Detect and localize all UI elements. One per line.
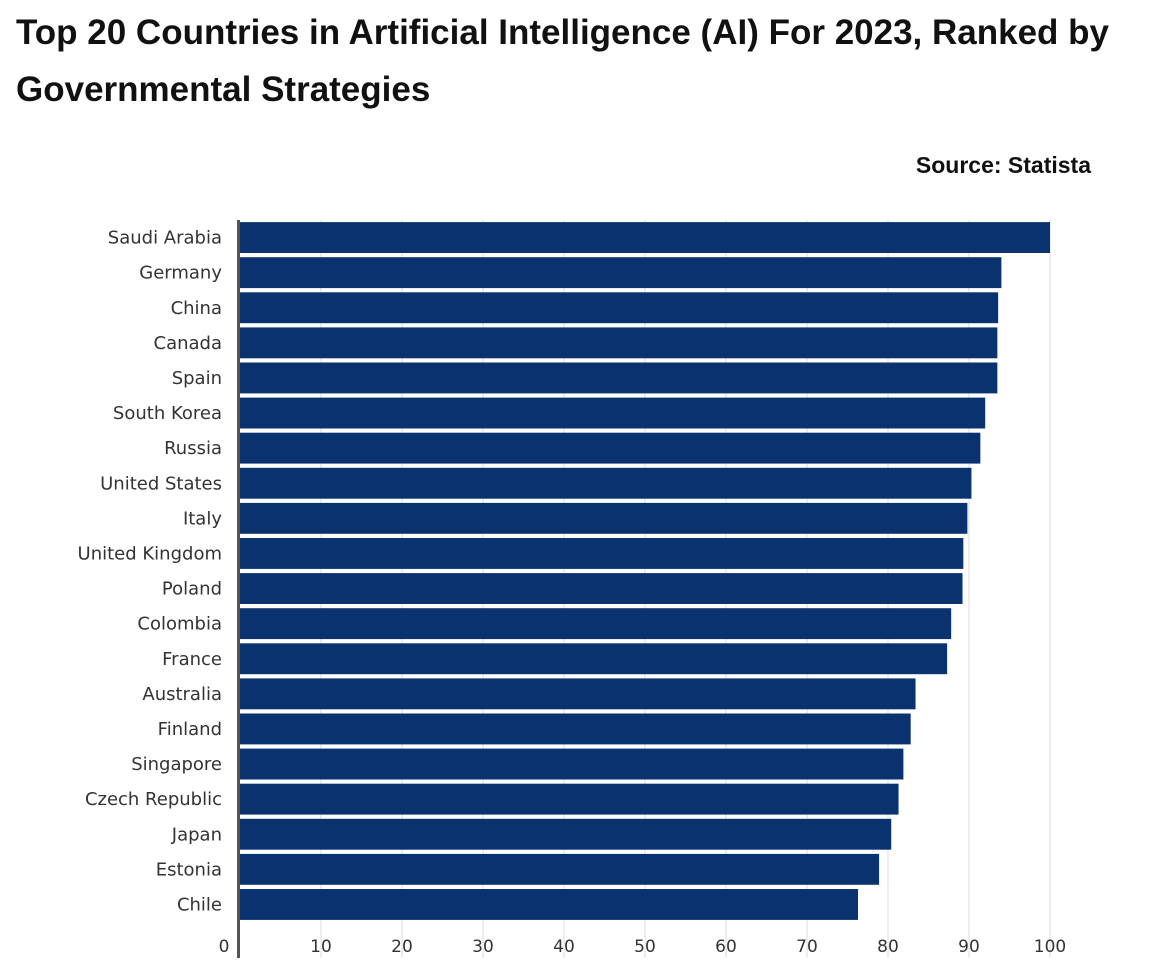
source-label: Source: Statista xyxy=(915,152,1091,178)
bar xyxy=(240,292,999,324)
x-tick-label: 70 xyxy=(796,937,818,957)
bar xyxy=(240,889,859,920)
bar xyxy=(240,502,968,534)
bar xyxy=(240,362,998,394)
bar xyxy=(240,853,880,885)
category-label: United Kingdom xyxy=(78,543,222,564)
bar xyxy=(240,327,998,359)
bar xyxy=(240,573,963,604)
x-tick-label: 30 xyxy=(472,937,494,957)
category-label: Estonia xyxy=(156,859,222,880)
chart-title: Top 20 Countries in Artificial Intellige… xyxy=(16,13,1109,109)
category-label: Saudi Arabia xyxy=(108,228,222,249)
bar xyxy=(240,783,899,815)
category-label: Russia xyxy=(164,438,222,459)
category-label: United States xyxy=(100,473,222,494)
category-label: Italy xyxy=(183,508,222,529)
x-tick-label: 20 xyxy=(391,937,413,957)
x-tick-label: 50 xyxy=(634,937,656,957)
category-label: Poland xyxy=(162,579,222,600)
bar xyxy=(240,432,981,464)
category-label: Germany xyxy=(139,263,222,284)
bar xyxy=(240,748,904,780)
bar xyxy=(240,538,964,569)
x-tick-labels: 0 10 20 30 40 50 60 70 80 90 100 xyxy=(219,937,1067,957)
category-labels: Saudi Arabia Germany China Canada Spain South… xyxy=(78,228,223,916)
bar xyxy=(240,608,952,640)
x-tick-label: 100 xyxy=(1034,937,1066,957)
bar xyxy=(240,397,986,429)
x-tick-label: 90 xyxy=(958,937,980,957)
category-label: Colombia xyxy=(137,614,222,635)
category-label: Chile xyxy=(177,894,222,915)
bar xyxy=(240,643,948,675)
bar xyxy=(240,678,916,710)
category-label: Japan xyxy=(171,824,222,845)
category-label: Singapore xyxy=(131,754,222,775)
bars xyxy=(240,222,1050,920)
bar xyxy=(240,467,972,499)
x-tick-label: 40 xyxy=(553,937,575,957)
category-label: South Korea xyxy=(113,403,222,424)
x-tick-label: 80 xyxy=(877,937,899,957)
category-label: Czech Republic xyxy=(85,789,222,810)
category-label: Australia xyxy=(142,684,222,705)
category-label: Finland xyxy=(158,719,222,740)
category-label: Spain xyxy=(172,368,222,389)
category-label: China xyxy=(171,298,222,319)
bar xyxy=(240,257,1002,289)
bar xyxy=(240,818,892,850)
x-tick-label: 10 xyxy=(310,937,332,957)
x-tick-label: 0 xyxy=(219,937,230,957)
x-tick-label: 60 xyxy=(715,937,737,957)
category-label: France xyxy=(162,649,222,670)
bar xyxy=(240,222,1050,253)
category-label: Canada xyxy=(154,333,223,354)
bar xyxy=(240,713,911,745)
